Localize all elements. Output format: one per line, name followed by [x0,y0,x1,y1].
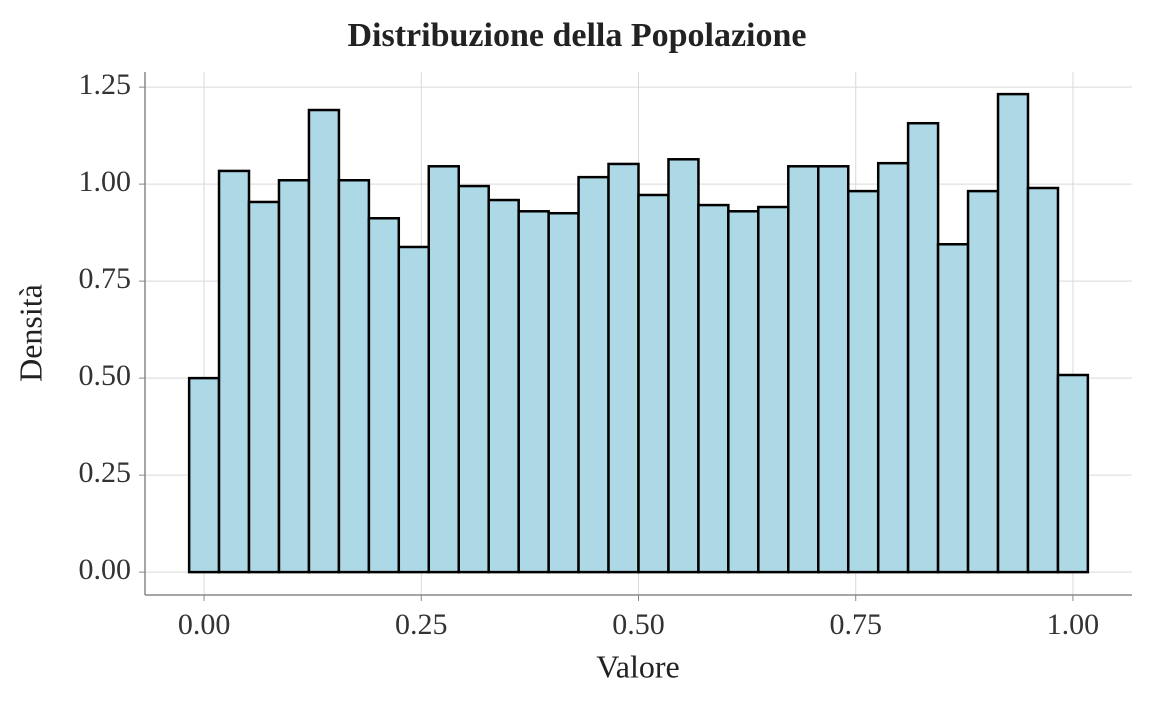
bar [517,210,550,574]
y-axis-title: Densità [12,284,48,382]
bar [247,200,281,574]
x-tick-label: 0.00 [178,608,231,641]
bar [936,243,970,574]
y-tick-label: 0.25 [79,456,132,489]
bar [187,376,221,574]
bar [547,211,580,574]
y-tick-label: 0.75 [79,262,132,295]
bar [607,162,640,574]
y-tick-label: 0.00 [79,553,132,586]
bar [577,175,610,574]
bar [667,158,700,574]
x-tick-label: 0.50 [612,608,665,641]
x-tick-label: 1.00 [1047,608,1100,641]
bar [637,193,670,574]
chart-title: Distribuzione della Popolazione [348,17,807,54]
y-tick-label: 1.25 [79,68,132,101]
bar [427,165,460,574]
bar [876,161,910,574]
y-tick-label: 0.50 [79,359,132,392]
bar [906,121,940,574]
bar [996,92,1030,574]
bar [457,184,490,574]
bar [817,165,850,574]
bar [487,198,520,574]
x-tick-label: 0.75 [829,608,882,641]
bar [727,210,760,574]
bar [397,245,431,574]
y-tick-label: 1.00 [79,165,132,198]
bar [217,169,251,574]
bar [337,178,371,574]
bar [846,189,880,574]
bar [966,189,1000,574]
bar [307,108,341,574]
bar [277,178,311,574]
bar [1056,373,1090,574]
x-tick-label: 0.25 [395,608,448,641]
bar [367,217,401,574]
bar [697,203,730,574]
x-axis-title: Valore [596,648,680,684]
bar [787,165,820,574]
bar [757,205,790,574]
bar [1026,186,1060,574]
